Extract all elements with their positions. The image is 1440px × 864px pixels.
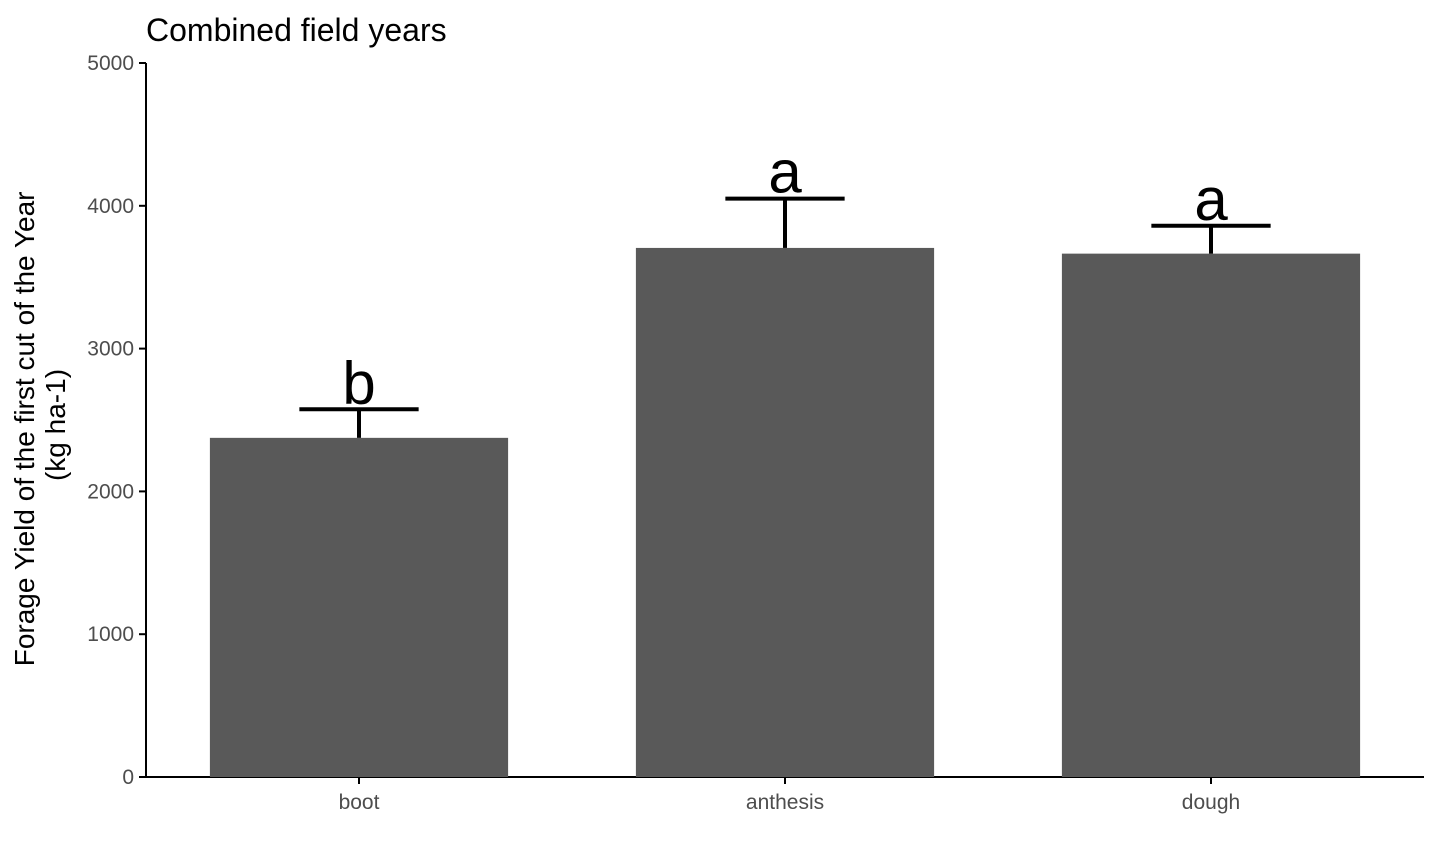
significance-letter-dough: a: [1194, 166, 1228, 233]
plot-area: 0 1000 2000 3000 4000 5000 b boot a anthesis a doug…: [87, 52, 1424, 814]
bar-dough: [1061, 253, 1361, 777]
significance-letter-anthesis: a: [768, 139, 802, 206]
y-tick-label: 4000: [87, 195, 134, 218]
y-tick-label: 3000: [87, 338, 134, 361]
y-axis-title-line-1: Forage Yield of the first cut of the Yea…: [9, 192, 40, 667]
y-tick-label: 1000: [87, 623, 134, 646]
chart-title: Combined field years: [146, 12, 447, 48]
y-tick-label: 0: [122, 766, 134, 789]
x-tick-label-anthesis: anthesis: [746, 791, 824, 814]
y-axis-title-line-2: (kg ha-1): [40, 369, 71, 481]
bar-boot: [209, 437, 509, 777]
x-tick-label-boot: boot: [339, 791, 380, 814]
y-tick-label: 5000: [87, 52, 134, 75]
bar-anthesis: [635, 247, 935, 777]
y-tick-label: 2000: [87, 480, 134, 503]
significance-letter-boot: b: [342, 349, 375, 416]
y-axis-title: Forage Yield of the first cut of the Yea…: [9, 184, 71, 667]
x-tick-label-dough: dough: [1182, 791, 1240, 814]
